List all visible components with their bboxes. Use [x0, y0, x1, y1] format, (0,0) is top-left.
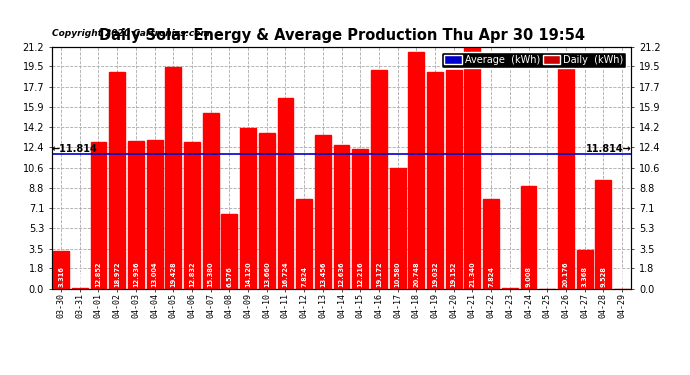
Bar: [296, 200, 312, 289]
Bar: [446, 70, 462, 289]
Text: 13.660: 13.660: [264, 261, 270, 287]
Text: 6.576: 6.576: [226, 266, 233, 287]
Text: 21.340: 21.340: [469, 261, 475, 287]
Bar: [464, 45, 480, 289]
Text: 12.636: 12.636: [339, 261, 344, 287]
Bar: [259, 133, 275, 289]
Bar: [72, 288, 88, 289]
Bar: [277, 98, 293, 289]
Text: 19.428: 19.428: [170, 261, 176, 287]
Bar: [221, 214, 237, 289]
Text: 19.172: 19.172: [376, 261, 382, 287]
Bar: [577, 251, 593, 289]
Bar: [53, 251, 69, 289]
Title: Daily Solar Energy & Average Production Thu Apr 30 19:54: Daily Solar Energy & Average Production …: [99, 28, 584, 43]
Bar: [315, 135, 331, 289]
Text: 14.120: 14.120: [245, 261, 251, 287]
Text: 12.832: 12.832: [189, 261, 195, 287]
Text: 18.972: 18.972: [114, 261, 120, 287]
Bar: [109, 72, 125, 289]
Text: 10.580: 10.580: [395, 261, 401, 287]
Text: 7.824: 7.824: [488, 266, 494, 287]
Text: 0.000: 0.000: [544, 266, 550, 287]
Bar: [408, 52, 424, 289]
Text: 0.000: 0.000: [619, 266, 625, 287]
Text: 0.104: 0.104: [507, 266, 513, 287]
Text: 12.852: 12.852: [95, 261, 101, 287]
Bar: [184, 142, 200, 289]
Bar: [240, 128, 256, 289]
Text: 13.004: 13.004: [152, 261, 157, 287]
Text: 3.368: 3.368: [582, 266, 588, 287]
Text: 3.316: 3.316: [58, 266, 64, 287]
Bar: [166, 67, 181, 289]
Bar: [390, 168, 406, 289]
Bar: [595, 180, 611, 289]
Bar: [558, 58, 574, 289]
Text: 9.528: 9.528: [600, 266, 607, 287]
Bar: [502, 288, 518, 289]
Text: 20.748: 20.748: [413, 261, 420, 287]
Bar: [333, 145, 350, 289]
Bar: [520, 186, 536, 289]
Text: 16.724: 16.724: [282, 261, 288, 287]
Bar: [353, 149, 368, 289]
Text: 20.176: 20.176: [563, 261, 569, 287]
Text: ←11.814: ←11.814: [52, 144, 97, 154]
Bar: [147, 140, 163, 289]
Bar: [90, 142, 106, 289]
Bar: [371, 70, 387, 289]
Text: 12.216: 12.216: [357, 261, 363, 287]
Text: 11.814→: 11.814→: [586, 144, 631, 154]
Bar: [427, 72, 443, 289]
Text: 19.152: 19.152: [451, 261, 457, 287]
Bar: [483, 200, 499, 289]
Text: 13.456: 13.456: [320, 261, 326, 287]
Text: 19.032: 19.032: [432, 261, 438, 287]
Bar: [128, 141, 144, 289]
Text: 15.380: 15.380: [208, 261, 214, 287]
Bar: [203, 113, 219, 289]
Legend: Average  (kWh), Daily  (kWh): Average (kWh), Daily (kWh): [442, 52, 627, 68]
Text: 9.008: 9.008: [526, 266, 531, 287]
Text: Copyright 2020 Cartronics.com: Copyright 2020 Cartronics.com: [52, 29, 210, 38]
Text: 7.824: 7.824: [301, 266, 307, 287]
Text: 12.936: 12.936: [133, 261, 139, 287]
Text: 0.064: 0.064: [77, 266, 83, 287]
